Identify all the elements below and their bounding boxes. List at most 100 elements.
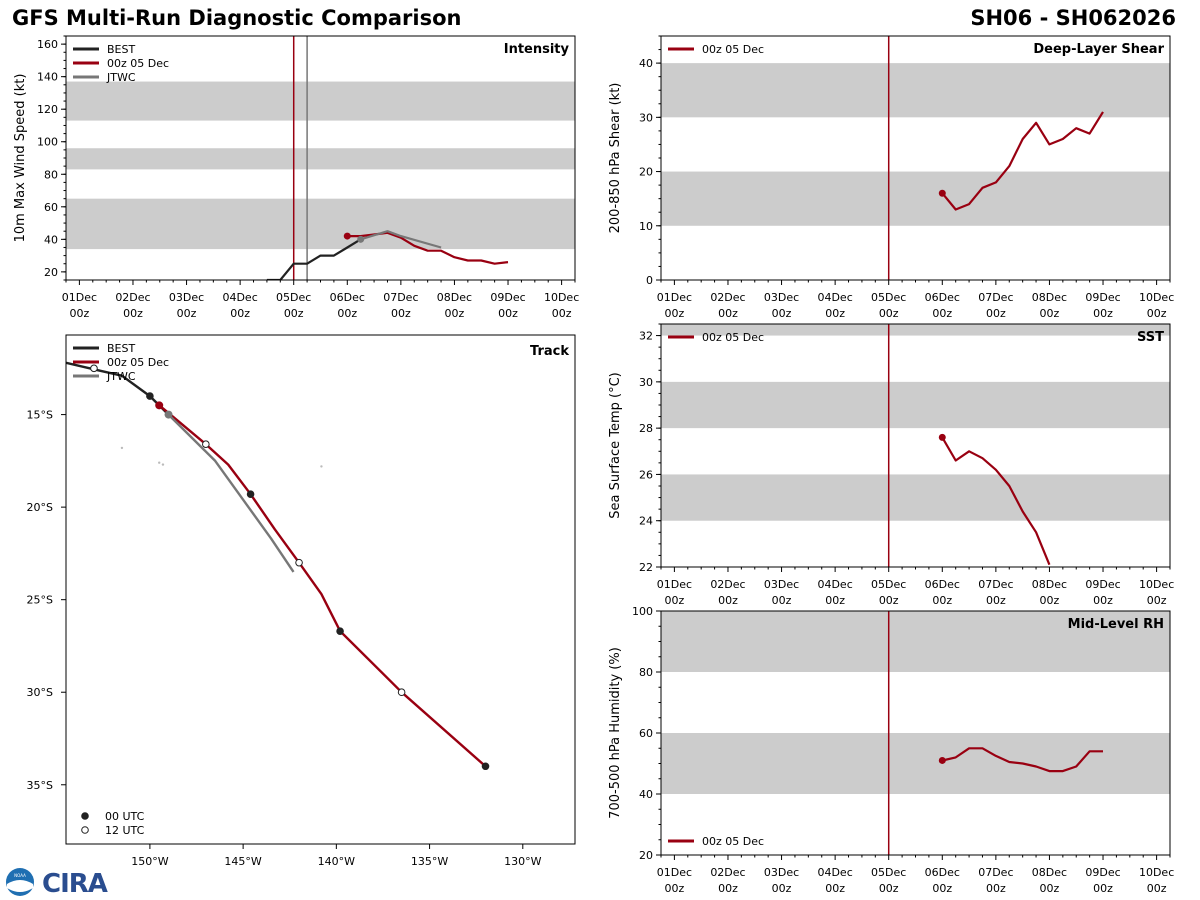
threshold-band: [661, 171, 1170, 226]
x-tick-label-day: 10Dec: [1139, 578, 1174, 591]
threshold-band: [661, 474, 1170, 521]
x-tick-label-hour: 00z: [445, 307, 465, 320]
track-line-00z-05-dec: [158, 404, 487, 768]
threshold-band: [661, 63, 1170, 118]
panel-title: Mid-Level RH: [1068, 617, 1164, 632]
x-tick-label: 150°W: [131, 855, 168, 868]
series-start-point: [357, 235, 365, 243]
y-tick-label: 100: [632, 605, 653, 618]
x-tick-label-day: 06Dec: [925, 291, 960, 304]
x-tick-label-hour: 00z: [1093, 882, 1113, 895]
track-start-point: [164, 410, 173, 419]
track-point-00utc: [481, 762, 490, 771]
x-tick-label-day: 07Dec: [383, 291, 418, 304]
x-tick-label-hour: 00z: [986, 882, 1006, 895]
y-axis-label: Sea Surface Temp (°C): [608, 372, 623, 519]
x-tick-label-hour: 00z: [772, 882, 792, 895]
y-tick-label: 25°S: [27, 594, 53, 607]
x-tick-label-day: 02Dec: [710, 291, 745, 304]
legend-marker-label: 12 UTC: [105, 824, 145, 837]
x-tick-label-hour: 00z: [70, 307, 90, 320]
x-tick-label-hour: 00z: [718, 594, 738, 607]
legend-label-track: BEST: [107, 342, 135, 355]
x-tick-label-hour: 00z: [552, 307, 572, 320]
track-plot-area: [66, 361, 490, 771]
x-tick-label-hour: 00z: [665, 307, 685, 320]
panel-title: Intensity: [504, 42, 570, 57]
x-tick-label-day: 06Dec: [925, 866, 960, 879]
y-tick-label: 28: [639, 422, 653, 435]
cira-logo-text: CIRA: [42, 869, 108, 898]
y-tick-label: 32: [639, 330, 653, 343]
x-tick-label-day: 08Dec: [1032, 291, 1067, 304]
x-tick-label: 145°W: [224, 855, 261, 868]
series-line-00z-05-dec: [942, 747, 1103, 773]
track-line-best: [66, 361, 170, 416]
x-tick-label: 135°W: [411, 855, 448, 868]
y-tick-label: 120: [37, 103, 58, 116]
x-tick-label-hour: 00z: [718, 882, 738, 895]
y-tick-label: 10: [639, 220, 653, 233]
y-tick-label: 30: [639, 111, 653, 124]
x-tick-label-hour: 00z: [825, 307, 845, 320]
series-start-point: [343, 232, 351, 240]
y-tick-label: 30°S: [27, 686, 53, 699]
y-tick-label: 80: [44, 168, 58, 181]
x-tick-label-day: 08Dec: [437, 291, 472, 304]
x-tick-label-day: 03Dec: [169, 291, 204, 304]
island-dot: [320, 465, 323, 468]
series-line-best: [266, 238, 362, 280]
x-tick-label-hour: 00z: [986, 307, 1006, 320]
y-tick-label: 80: [639, 666, 653, 679]
intensity-plot-area: [66, 36, 575, 280]
x-tick-label-hour: 00z: [986, 594, 1006, 607]
x-tick-label-hour: 00z: [665, 882, 685, 895]
threshold-band: [66, 81, 575, 121]
x-tick-label-day: 05Dec: [276, 291, 311, 304]
x-tick-label-day: 01Dec: [62, 291, 97, 304]
x-tick-label-day: 01Dec: [657, 291, 692, 304]
x-tick-label-day: 04Dec: [817, 866, 852, 879]
y-tick-label: 100: [37, 136, 58, 149]
x-tick-label-hour: 00z: [177, 307, 197, 320]
x-tick-label-hour: 00z: [1040, 594, 1060, 607]
x-tick-label-day: 01Dec: [657, 866, 692, 879]
x-tick-label-day: 02Dec: [710, 866, 745, 879]
legend-label-rh: 00z 05 Dec: [702, 835, 764, 848]
y-tick-label: 35°S: [27, 779, 53, 792]
x-tick-label-day: 04Dec: [817, 578, 852, 591]
x-tick-label-day: 06Dec: [330, 291, 365, 304]
noaa-badge: NOAA: [14, 873, 26, 878]
y-tick-label: 20: [639, 849, 653, 862]
x-tick-label-hour: 00z: [932, 594, 952, 607]
series-line-00z-05-dec: [941, 111, 1104, 211]
x-tick-label-day: 09Dec: [1085, 866, 1120, 879]
x-tick-label-day: 09Dec: [1085, 578, 1120, 591]
y-tick-label: 20: [639, 166, 653, 179]
legend-marker-label: 00 UTC: [105, 810, 145, 823]
threshold-band: [661, 611, 1170, 672]
legend-label-intensity: 00z 05 Dec: [107, 57, 169, 70]
x-tick-label-day: 10Dec: [1139, 866, 1174, 879]
x-tick-label-day: 02Dec: [115, 291, 150, 304]
x-tick-label-day: 09Dec: [490, 291, 525, 304]
threshold-band: [66, 198, 575, 250]
track-point-00utc: [146, 392, 154, 400]
x-tick-label-day: 06Dec: [925, 578, 960, 591]
x-tick-label-hour: 00z: [879, 307, 899, 320]
series-line-jtwc: [360, 230, 442, 249]
x-tick-label-hour: 00z: [1093, 594, 1113, 607]
y-tick-label: 30: [639, 376, 653, 389]
x-tick-label-day: 05Dec: [871, 291, 906, 304]
x-tick-label-hour: 00z: [879, 882, 899, 895]
x-tick-label-day: 03Dec: [764, 578, 799, 591]
legend-label-track: JTWC: [106, 370, 136, 383]
island-dot: [120, 446, 124, 450]
legend-label-shear: 00z 05 Dec: [702, 43, 764, 56]
x-tick-label-hour: 00z: [772, 307, 792, 320]
x-tick-label-hour: 00z: [718, 307, 738, 320]
y-tick-label: 22: [639, 561, 653, 574]
x-tick-label-hour: 00z: [879, 594, 899, 607]
y-tick-label: 15°S: [27, 409, 53, 422]
track-point-12utc: [90, 364, 98, 373]
